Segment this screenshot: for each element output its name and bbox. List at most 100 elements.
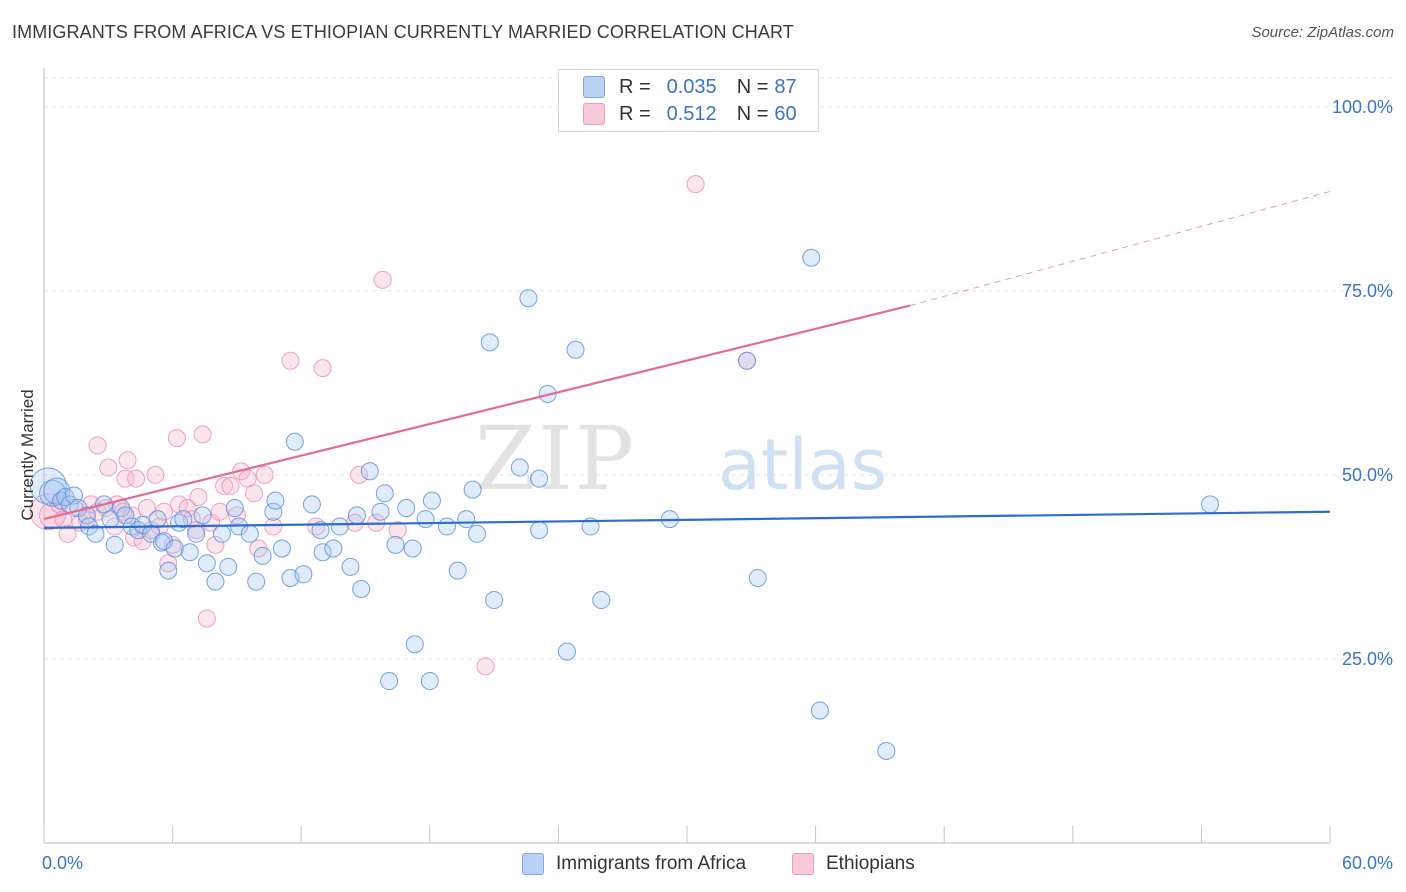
blue-data-point	[174, 510, 193, 529]
blue-data-point	[360, 462, 379, 481]
blue-data-point	[375, 484, 394, 503]
blue-data-point	[802, 248, 821, 267]
blue-data-point	[557, 642, 576, 661]
blue-data-point	[519, 289, 538, 308]
blue-data-point	[266, 491, 285, 510]
pink-data-point	[155, 502, 174, 521]
blue-data-point	[294, 565, 313, 584]
blue-data-point	[397, 499, 416, 518]
pink-data-point	[245, 484, 264, 503]
pink-data-point	[255, 465, 274, 484]
bottom-legend-pink: Ethiopians	[792, 852, 915, 876]
y-axis-label: Currently Married	[18, 389, 37, 521]
blue-data-point	[810, 701, 829, 720]
blue-data-point	[86, 524, 105, 543]
y-tick-label: 75.0%	[1342, 281, 1393, 301]
blue-data-point	[155, 532, 174, 551]
legend-row-blue: R = 0.035 N = 87	[583, 74, 797, 100]
blue-data-point	[165, 539, 184, 558]
pink-data-point	[197, 609, 216, 628]
blue-data-point	[116, 506, 135, 525]
pink-data-point	[193, 425, 212, 444]
blue-data-point	[877, 741, 896, 760]
blue-data-point	[264, 502, 283, 521]
blue-data-point	[313, 543, 332, 562]
blue-data-point	[225, 499, 244, 518]
blue-data-point	[371, 502, 390, 521]
blue-data-point	[530, 469, 549, 488]
pink-data-point	[215, 476, 234, 495]
pink-data-point	[388, 521, 407, 540]
blue-data-point	[1200, 495, 1219, 514]
legend-box: R = 0.035 N = 87 R = 0.512 N = 60	[558, 69, 819, 132]
legend-r-label: R =	[619, 102, 651, 125]
blue-data-point	[219, 557, 238, 576]
blue-data-point	[352, 580, 371, 599]
blue-data-point	[159, 561, 178, 580]
blue-data-point	[77, 506, 96, 525]
blue-data-point	[416, 510, 435, 529]
pink-data-point	[88, 436, 107, 455]
blue-data-point	[285, 432, 304, 451]
legend-n-label: N =	[736, 102, 769, 125]
chart-title: IMMIGRANTS FROM AFRICA VS ETHIOPIAN CURR…	[12, 22, 794, 42]
blue-data-point	[197, 554, 216, 573]
blue-data-point	[748, 568, 767, 587]
legend-n-value-pink: 60	[774, 102, 797, 125]
blue-data-point	[324, 539, 343, 558]
pink-data-point	[137, 499, 156, 518]
blue-data-point	[247, 572, 266, 591]
blue-data-point	[530, 521, 549, 540]
blue-series-points	[29, 248, 1219, 760]
blue-data-point	[180, 543, 199, 562]
blue-data-point	[420, 672, 439, 691]
bottom-legend-blue: Immigrants from Africa	[522, 852, 746, 876]
blue-data-point	[403, 539, 422, 558]
legend-r-value-blue: 0.035	[666, 75, 717, 98]
blue-data-point	[405, 635, 424, 654]
blue-data-point	[148, 510, 167, 529]
x-tick-label-right: 60.0%	[1342, 853, 1393, 873]
blue-data-point	[592, 591, 611, 610]
blue-data-point	[302, 495, 321, 514]
pink-data-point	[686, 175, 705, 194]
pink-trend-line	[43, 304, 911, 521]
tick-labels: 25.0% 50.0% 75.0% 100.0% 0.0% 60.0%	[42, 97, 1393, 873]
trend-lines	[43, 190, 1331, 530]
pink-data-point	[116, 469, 135, 488]
blue-data-point	[43, 477, 71, 505]
blue-data-point	[330, 517, 349, 536]
pink-data-point	[227, 506, 246, 525]
blue-data-point	[311, 521, 330, 540]
y-tick-label: 50.0%	[1342, 465, 1393, 485]
blue-data-point	[341, 557, 360, 576]
blue-data-point	[193, 506, 212, 525]
y-tick-label: 25.0%	[1342, 649, 1393, 669]
pink-data-point	[373, 270, 392, 289]
blue-data-point	[448, 561, 467, 580]
blue-trend-line	[43, 510, 1331, 530]
pink-data-point	[476, 657, 495, 676]
x-tick-label-left: 0.0%	[42, 853, 83, 873]
pink-data-point	[206, 535, 225, 554]
pink-data-point	[189, 487, 208, 506]
watermark-atlas: atlas	[718, 424, 887, 506]
blue-data-point	[738, 351, 757, 370]
watermark-zip: ZIP	[475, 407, 636, 510]
bottom-legend-label-blue: Immigrants from Africa	[556, 853, 747, 874]
pink-data-point	[264, 517, 283, 536]
blue-data-point	[485, 591, 504, 610]
blue-data-point	[463, 480, 482, 499]
blue-data-point	[105, 535, 124, 554]
blue-data-point	[457, 510, 476, 529]
legend-r-label: R =	[619, 75, 651, 98]
pink-data-point	[313, 359, 332, 378]
blue-data-point	[566, 340, 585, 359]
blue-data-point	[206, 572, 225, 591]
legend-n-label: N =	[736, 75, 769, 98]
blue-data-point	[581, 517, 600, 536]
blue-data-point	[380, 672, 399, 691]
y-tick-label: 100.0%	[1332, 97, 1393, 117]
pink-data-point	[127, 469, 146, 488]
